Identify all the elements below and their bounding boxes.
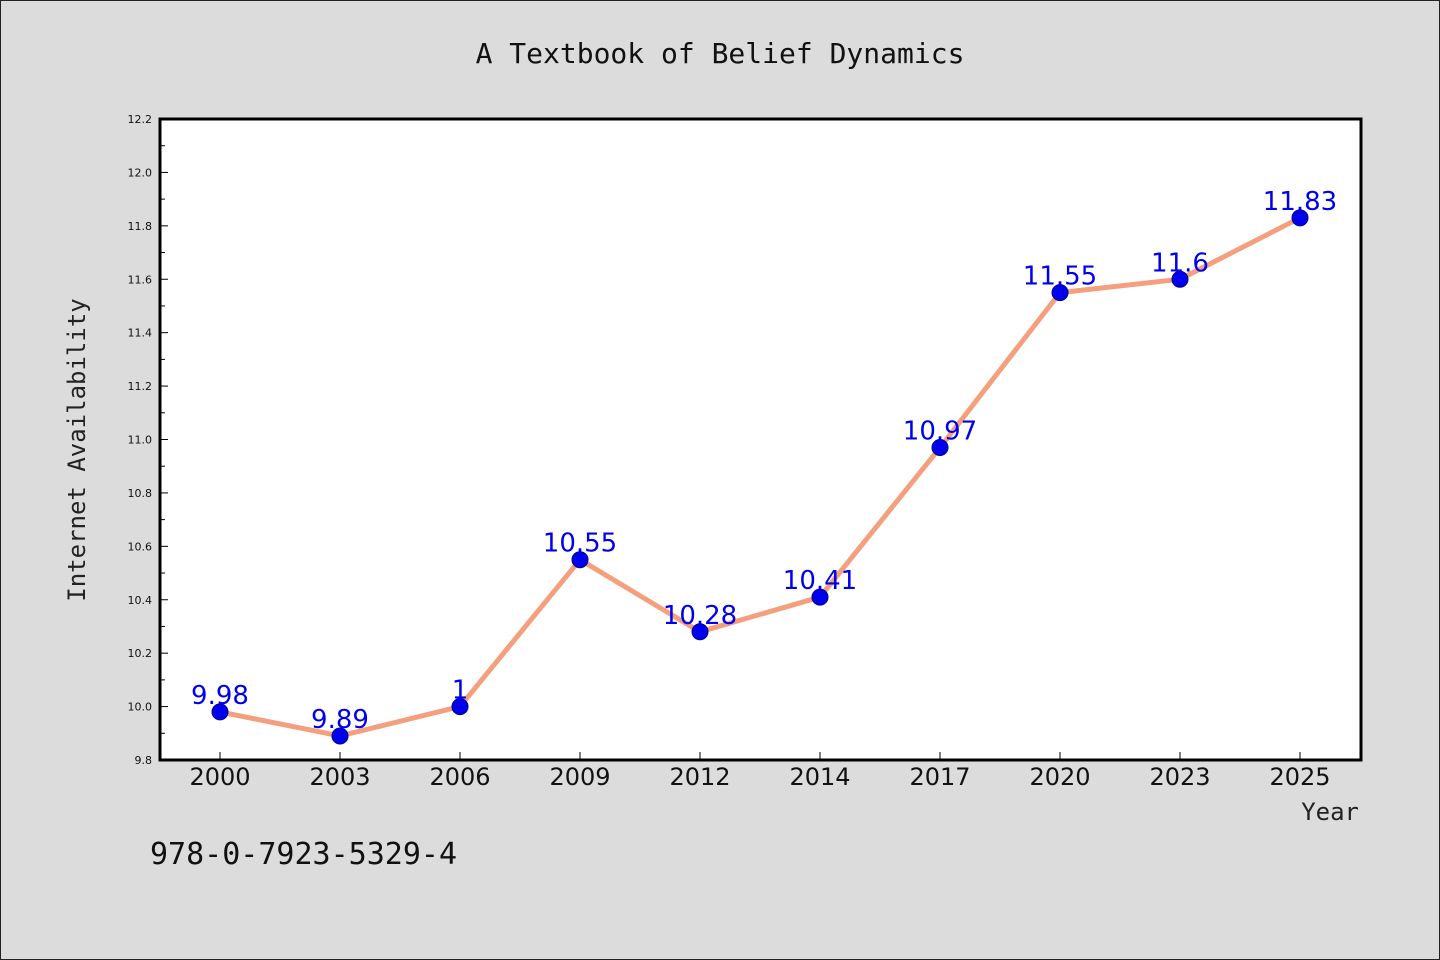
x-tick-label: 2020 xyxy=(1029,763,1090,791)
y-axis: 9.8 10.0 10.2 10.4 10.6 10.8 11.0 11.2 11.4 11.6 1… xyxy=(128,113,168,767)
y-tick-label: 11.0 xyxy=(128,434,153,447)
x-axis: 2000 2003 2006 2009 2012 2014 2017 2020 2023 2025 xyxy=(189,752,1331,791)
data-point xyxy=(331,727,349,745)
y-tick-label: 11.6 xyxy=(128,273,153,286)
data-label: 9.89 xyxy=(311,705,369,735)
y-tick-label: 12.0 xyxy=(128,166,153,179)
isbn-text: 978-0-7923-5329-4 xyxy=(150,837,457,872)
y-tick-label: 11.2 xyxy=(128,380,153,393)
y-tick-label: 10.6 xyxy=(128,540,153,553)
x-tick-label: 2003 xyxy=(309,763,370,791)
x-tick-label: 2023 xyxy=(1149,763,1210,791)
y-tick-label: 12.2 xyxy=(128,113,153,126)
x-tick-label: 2017 xyxy=(909,763,970,791)
plot-area xyxy=(160,119,1361,760)
data-label: 11.55 xyxy=(1023,262,1097,292)
x-tick-label: 2014 xyxy=(789,763,850,791)
data-labels: 9.98 9.89 1 10.55 10.28 10.41 10.97 11.55 11.6 11… xyxy=(191,187,1337,735)
data-label: 10.41 xyxy=(783,566,857,596)
y-axis-label: Internet Availability xyxy=(63,298,91,601)
series-line xyxy=(219,215,1302,739)
x-tick-label: 2012 xyxy=(669,763,730,791)
y-tick-label: 10.0 xyxy=(128,701,153,714)
chart-title: A Textbook of Belief Dynamics xyxy=(476,37,965,70)
data-point xyxy=(1291,209,1309,227)
data-point xyxy=(931,439,949,457)
data-label: 11.83 xyxy=(1263,187,1337,217)
data-label: 10.28 xyxy=(663,601,737,631)
data-point xyxy=(1051,284,1069,302)
data-point xyxy=(451,698,469,716)
y-tick-label: 11.8 xyxy=(128,220,153,233)
plot-border xyxy=(158,117,1363,762)
data-label: 1 xyxy=(452,676,469,706)
data-point xyxy=(811,588,829,606)
y-tick-label: 10.4 xyxy=(128,594,153,607)
y-tick-label: 10.8 xyxy=(128,487,153,500)
y-tick-label: 10.2 xyxy=(128,647,153,660)
x-tick-label: 2009 xyxy=(549,763,610,791)
data-label: 10.55 xyxy=(543,529,617,559)
data-point xyxy=(691,623,709,641)
series-markers xyxy=(211,209,1309,745)
data-label: 9.98 xyxy=(191,681,249,711)
x-axis-label: Year xyxy=(1301,798,1359,826)
data-label: 11.6 xyxy=(1151,248,1209,278)
y-tick-label: 11.4 xyxy=(128,327,153,340)
x-tick-label: 2025 xyxy=(1269,763,1330,791)
x-tick-label: 2000 xyxy=(189,763,250,791)
data-point xyxy=(571,551,589,569)
x-tick-label: 2006 xyxy=(429,763,490,791)
y-tick-label: 9.8 xyxy=(135,754,153,767)
data-point xyxy=(211,703,229,721)
data-label: 10.97 xyxy=(903,417,977,447)
data-point xyxy=(1171,270,1189,288)
